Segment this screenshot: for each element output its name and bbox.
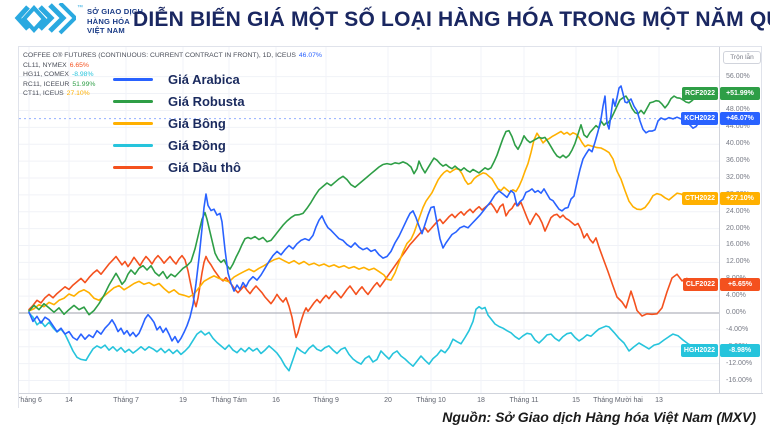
legend-label: Giá Arabica xyxy=(168,72,240,87)
series-change: +27.10% xyxy=(720,192,760,206)
legend-line-swatch xyxy=(113,122,153,125)
series-change: +6.65% xyxy=(720,278,760,292)
mxv-logo-text: SỞ GIAO DỊCH HÀNG HÓA VIỆT NAM xyxy=(87,7,143,36)
instrument-info-row: CL11, NYMEX 6.65% xyxy=(23,61,322,71)
series-price-label-KCH2022: KCH2022 +46.07% xyxy=(681,112,760,126)
y-tick-label: 40.00% xyxy=(726,140,750,148)
chart-panel[interactable]: COFFEE C® FUTURES (CONTINUOUS: CURRENT C… xyxy=(18,46,763,408)
legend-item: Giá Đồng xyxy=(113,138,245,153)
x-tick-label: 14 xyxy=(65,397,73,404)
instrument-change-value: 6.65% xyxy=(69,61,89,69)
instrument-label: CT11, ICEUS xyxy=(23,90,64,98)
x-tick-label: 16 xyxy=(272,397,280,404)
instrument-info-row: RC11, ICEEUR 51.99% xyxy=(23,80,322,90)
series-line-RCF2022 xyxy=(28,92,714,316)
legend-line-swatch xyxy=(113,78,153,81)
mxv-chevrons-icon xyxy=(14,3,76,35)
legend-line-swatch xyxy=(113,144,153,147)
series-price-label-CTH2022: CTH2022 +27.10% xyxy=(682,192,760,206)
y-tick-label: 12.00% xyxy=(726,258,750,266)
x-tick-label: Tháng 9 xyxy=(313,397,339,404)
series-change: -8.98% xyxy=(720,344,760,358)
legend-item: Giá Arabica xyxy=(113,72,245,87)
time-scale[interactable]: Tháng 6 14 Tháng 7 19 Tháng Tám 16 Tháng 9 20 Th… xyxy=(19,393,763,408)
x-tick-label: Tháng 10 xyxy=(416,397,446,404)
instrument-info-list: COFFEE C® FUTURES (CONTINUOUS: CURRENT C… xyxy=(23,51,322,99)
x-tick-label: Tháng 11 xyxy=(509,397,539,404)
legend: Giá Arabica Giá Robusta Giá Bông Giá Đồng Gi… xyxy=(113,72,245,183)
y-tick-label: 4.00% xyxy=(726,292,746,300)
y-tick-label: 16.00% xyxy=(726,241,750,249)
instrument-label: CL11, NYMEX xyxy=(23,61,67,69)
legend-label: Giá Bông xyxy=(168,116,226,131)
y-tick-label: -4.00% xyxy=(726,325,749,333)
instrument-info-row: HG11, COMEX -8.98% xyxy=(23,70,322,80)
instrument-info-row: COFFEE C® FUTURES (CONTINUOUS: CURRENT C… xyxy=(23,51,322,61)
x-tick-label: 18 xyxy=(477,397,485,404)
legend-item: Giá Robusta xyxy=(113,94,245,109)
y-tick-label: 0.00% xyxy=(726,309,746,316)
mix-button[interactable]: Trộn lẫn xyxy=(723,51,761,64)
x-tick-label: Tháng 6 xyxy=(19,397,42,404)
legend-label: Giá Đồng xyxy=(168,138,226,153)
x-tick-label: Tháng Tám xyxy=(211,397,247,404)
logo-text-line1: SỞ GIAO DỊCH xyxy=(87,7,144,16)
series-ticker: CLF2022 xyxy=(682,278,718,292)
legend-label: Giá Dầu thô xyxy=(168,160,241,175)
legend-item: Giá Bông xyxy=(113,116,245,131)
y-tick-label: 48.00% xyxy=(726,106,750,114)
y-tick-label: 44.00% xyxy=(726,123,750,131)
x-tick-label: 19 xyxy=(179,397,187,404)
series-line-HGH2022 xyxy=(28,305,714,372)
x-tick-label: Tháng 7 xyxy=(113,397,139,404)
x-tick-label: 20 xyxy=(384,397,392,404)
legend-item: Giá Dầu thô xyxy=(113,160,245,175)
instrument-label: HG11, COMEX xyxy=(23,71,69,79)
series-line-CTH2022 xyxy=(28,130,714,312)
trademark-mark: ™ xyxy=(77,5,83,11)
series-price-label-RCF2022: RCF2022 +51.99% xyxy=(682,87,760,101)
y-tick-label: 24.00% xyxy=(726,207,750,215)
mxv-logo: ™ SỞ GIAO DỊCH HÀNG HÓA VIỆT NAM xyxy=(14,3,143,41)
y-tick-label: 20.00% xyxy=(726,224,750,232)
legend-line-swatch xyxy=(113,100,153,103)
x-tick-label: 13 xyxy=(655,397,663,404)
series-ticker: RCF2022 xyxy=(682,87,718,101)
y-tick-label: -16.00% xyxy=(726,376,753,384)
instrument-change-value: 46.07% xyxy=(298,52,322,59)
instrument-label: COFFEE C® FUTURES (CONTINUOUS: CURRENT C… xyxy=(23,52,296,59)
series-price-label-HGH2022: HGH2022 -8.98% xyxy=(680,344,760,358)
instrument-info-row: CT11, ICEUS 27.10% xyxy=(23,89,322,99)
series-change: +46.07% xyxy=(720,112,760,126)
legend-label: Giá Robusta xyxy=(168,94,245,109)
legend-line-swatch xyxy=(113,166,153,169)
y-tick-label: -12.00% xyxy=(726,359,753,367)
logo-text-line3: VIỆT NAM xyxy=(87,26,125,35)
y-tick-label: 36.00% xyxy=(726,157,750,165)
series-line-KCH2022 xyxy=(28,85,714,344)
series-line-CLF2022 xyxy=(28,201,714,339)
page-title: DIỄN BIẾN GIÁ MỘT SỐ LOẠI HÀNG HÓA TRONG… xyxy=(133,8,770,31)
series-price-label-CLF2022: CLF2022 +6.65% xyxy=(682,278,760,292)
instrument-change-value: 27.10% xyxy=(66,90,90,98)
instrument-change-value: -8.98% xyxy=(71,71,94,79)
instrument-label: RC11, ICEEUR xyxy=(23,80,70,88)
series-ticker: KCH2022 xyxy=(681,112,718,126)
x-tick-label: Tháng Mười hai xyxy=(593,397,643,404)
instrument-change-value: 51.99% xyxy=(72,80,96,88)
series-ticker: HGH2022 xyxy=(680,344,718,358)
x-tick-label: 15 xyxy=(572,397,580,404)
series-change: +51.99% xyxy=(720,87,760,101)
y-tick-label: 56.00% xyxy=(726,72,750,80)
logo-text-line2: HÀNG HÓA xyxy=(87,16,130,26)
series-ticker: CTH2022 xyxy=(682,192,718,206)
y-tick-label: 32.00% xyxy=(726,173,750,181)
plot-area[interactable] xyxy=(19,47,719,393)
source-credit: Nguồn: Sở Giao dịch Hàng hóa Việt Nam (M… xyxy=(442,409,756,425)
